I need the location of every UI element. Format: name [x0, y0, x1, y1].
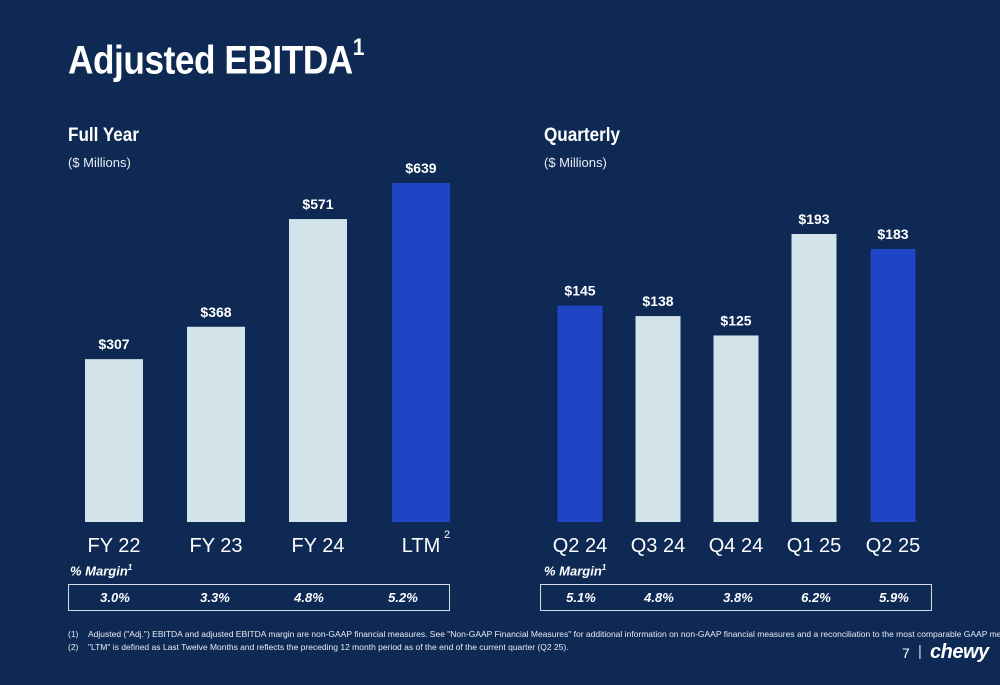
quarterly-data-label: $193 — [798, 211, 829, 227]
full-year-category-label: LTM — [402, 535, 441, 557]
margin-value: 6.2% — [801, 590, 831, 605]
full-year-title: Full Year — [68, 125, 139, 146]
footnote-number: (1) — [68, 629, 79, 639]
footnote-2: (2) "LTM" is defined as Last Twelve Month… — [68, 641, 928, 654]
footnote-1: (1) Adjusted ("Adj.") EBITDA and adjusted… — [68, 628, 1000, 641]
slide-title-footnote-marker: 1 — [352, 34, 365, 61]
full-year-bar — [187, 326, 245, 522]
margin-value: 5.9% — [879, 590, 909, 605]
quarterly-category-label: Q3 24 — [631, 535, 685, 557]
quarterly-margin-label-text: % Margin — [544, 563, 602, 579]
full-year-margin-footnote-marker: 1 — [127, 563, 133, 572]
quarterly-data-label: $125 — [720, 312, 751, 328]
full-year-category-label: FY 23 — [190, 535, 243, 557]
quarterly-category-label: Q2 24 — [553, 535, 607, 557]
full-year-data-label: $571 — [302, 196, 333, 212]
footnote-number: (2) — [68, 642, 79, 652]
full-year-bar — [85, 359, 143, 522]
quarterly-bar — [713, 335, 759, 522]
full-year-margin-label-text: % Margin — [70, 563, 128, 579]
full-year-data-label: $368 — [200, 304, 231, 320]
quarterly-bar — [870, 248, 916, 522]
footnotes: (1) Adjusted ("Adj.") EBITDA and adjusted… — [68, 628, 1000, 654]
margin-value: 3.8% — [723, 590, 753, 605]
slide-title-text: Adjusted EBITDA — [68, 38, 353, 83]
quarterly-data-label: $183 — [877, 226, 908, 242]
slide-title: Adjusted EBITDA1 — [68, 34, 365, 83]
quarterly-bar — [557, 305, 603, 522]
full-year-category-label: FY 24 — [292, 535, 345, 557]
margin-value: 5.2% — [388, 590, 418, 605]
full-year-margin-box: 3.0% 3.3% 4.8% 5.2% — [68, 584, 450, 611]
full-year-category-footnote-marker: 2 — [444, 529, 450, 541]
margin-value: 4.8% — [644, 590, 674, 605]
full-year-bar — [392, 183, 450, 522]
quarterly-margin-label: % Margin1 — [544, 563, 606, 578]
quarterly-bar — [635, 316, 681, 522]
quarterly-category-label: Q2 25 — [866, 535, 920, 557]
quarterly-category-label: Q1 25 — [787, 535, 841, 557]
quarterly-data-label: $138 — [642, 293, 673, 309]
page-number: 7 — [902, 645, 910, 661]
footnote-text: Adjusted ("Adj.") EBITDA and adjusted EB… — [88, 629, 1000, 639]
full-year-bar — [289, 219, 347, 522]
full-year-category-label: FY 22 — [88, 535, 141, 557]
quarterly-category-label: Q4 24 — [709, 535, 763, 557]
full-year-unit: ($ Millions) — [68, 155, 131, 170]
full-year-data-label: $307 — [98, 336, 129, 352]
margin-value: 3.3% — [200, 590, 230, 605]
footnote-text: "LTM" is defined as Last Twelve Months a… — [88, 642, 569, 652]
margin-value: 4.8% — [294, 590, 324, 605]
full-year-data-label: $639 — [405, 160, 436, 176]
quarterly-margin-footnote-marker: 1 — [601, 563, 607, 572]
margin-value: 3.0% — [100, 590, 130, 605]
full-year-margin-label: % Margin1 — [70, 563, 132, 578]
quarterly-margin-box: 5.1% 4.8% 3.8% 6.2% 5.9% — [540, 584, 932, 611]
page-separator: | — [918, 643, 922, 660]
quarterly-unit: ($ Millions) — [544, 155, 607, 170]
quarterly-title: Quarterly — [544, 125, 621, 146]
quarterly-bar — [791, 234, 837, 522]
chewy-logo: chewy — [930, 641, 989, 663]
margin-value: 5.1% — [566, 590, 596, 605]
quarterly-data-label: $145 — [564, 283, 595, 299]
